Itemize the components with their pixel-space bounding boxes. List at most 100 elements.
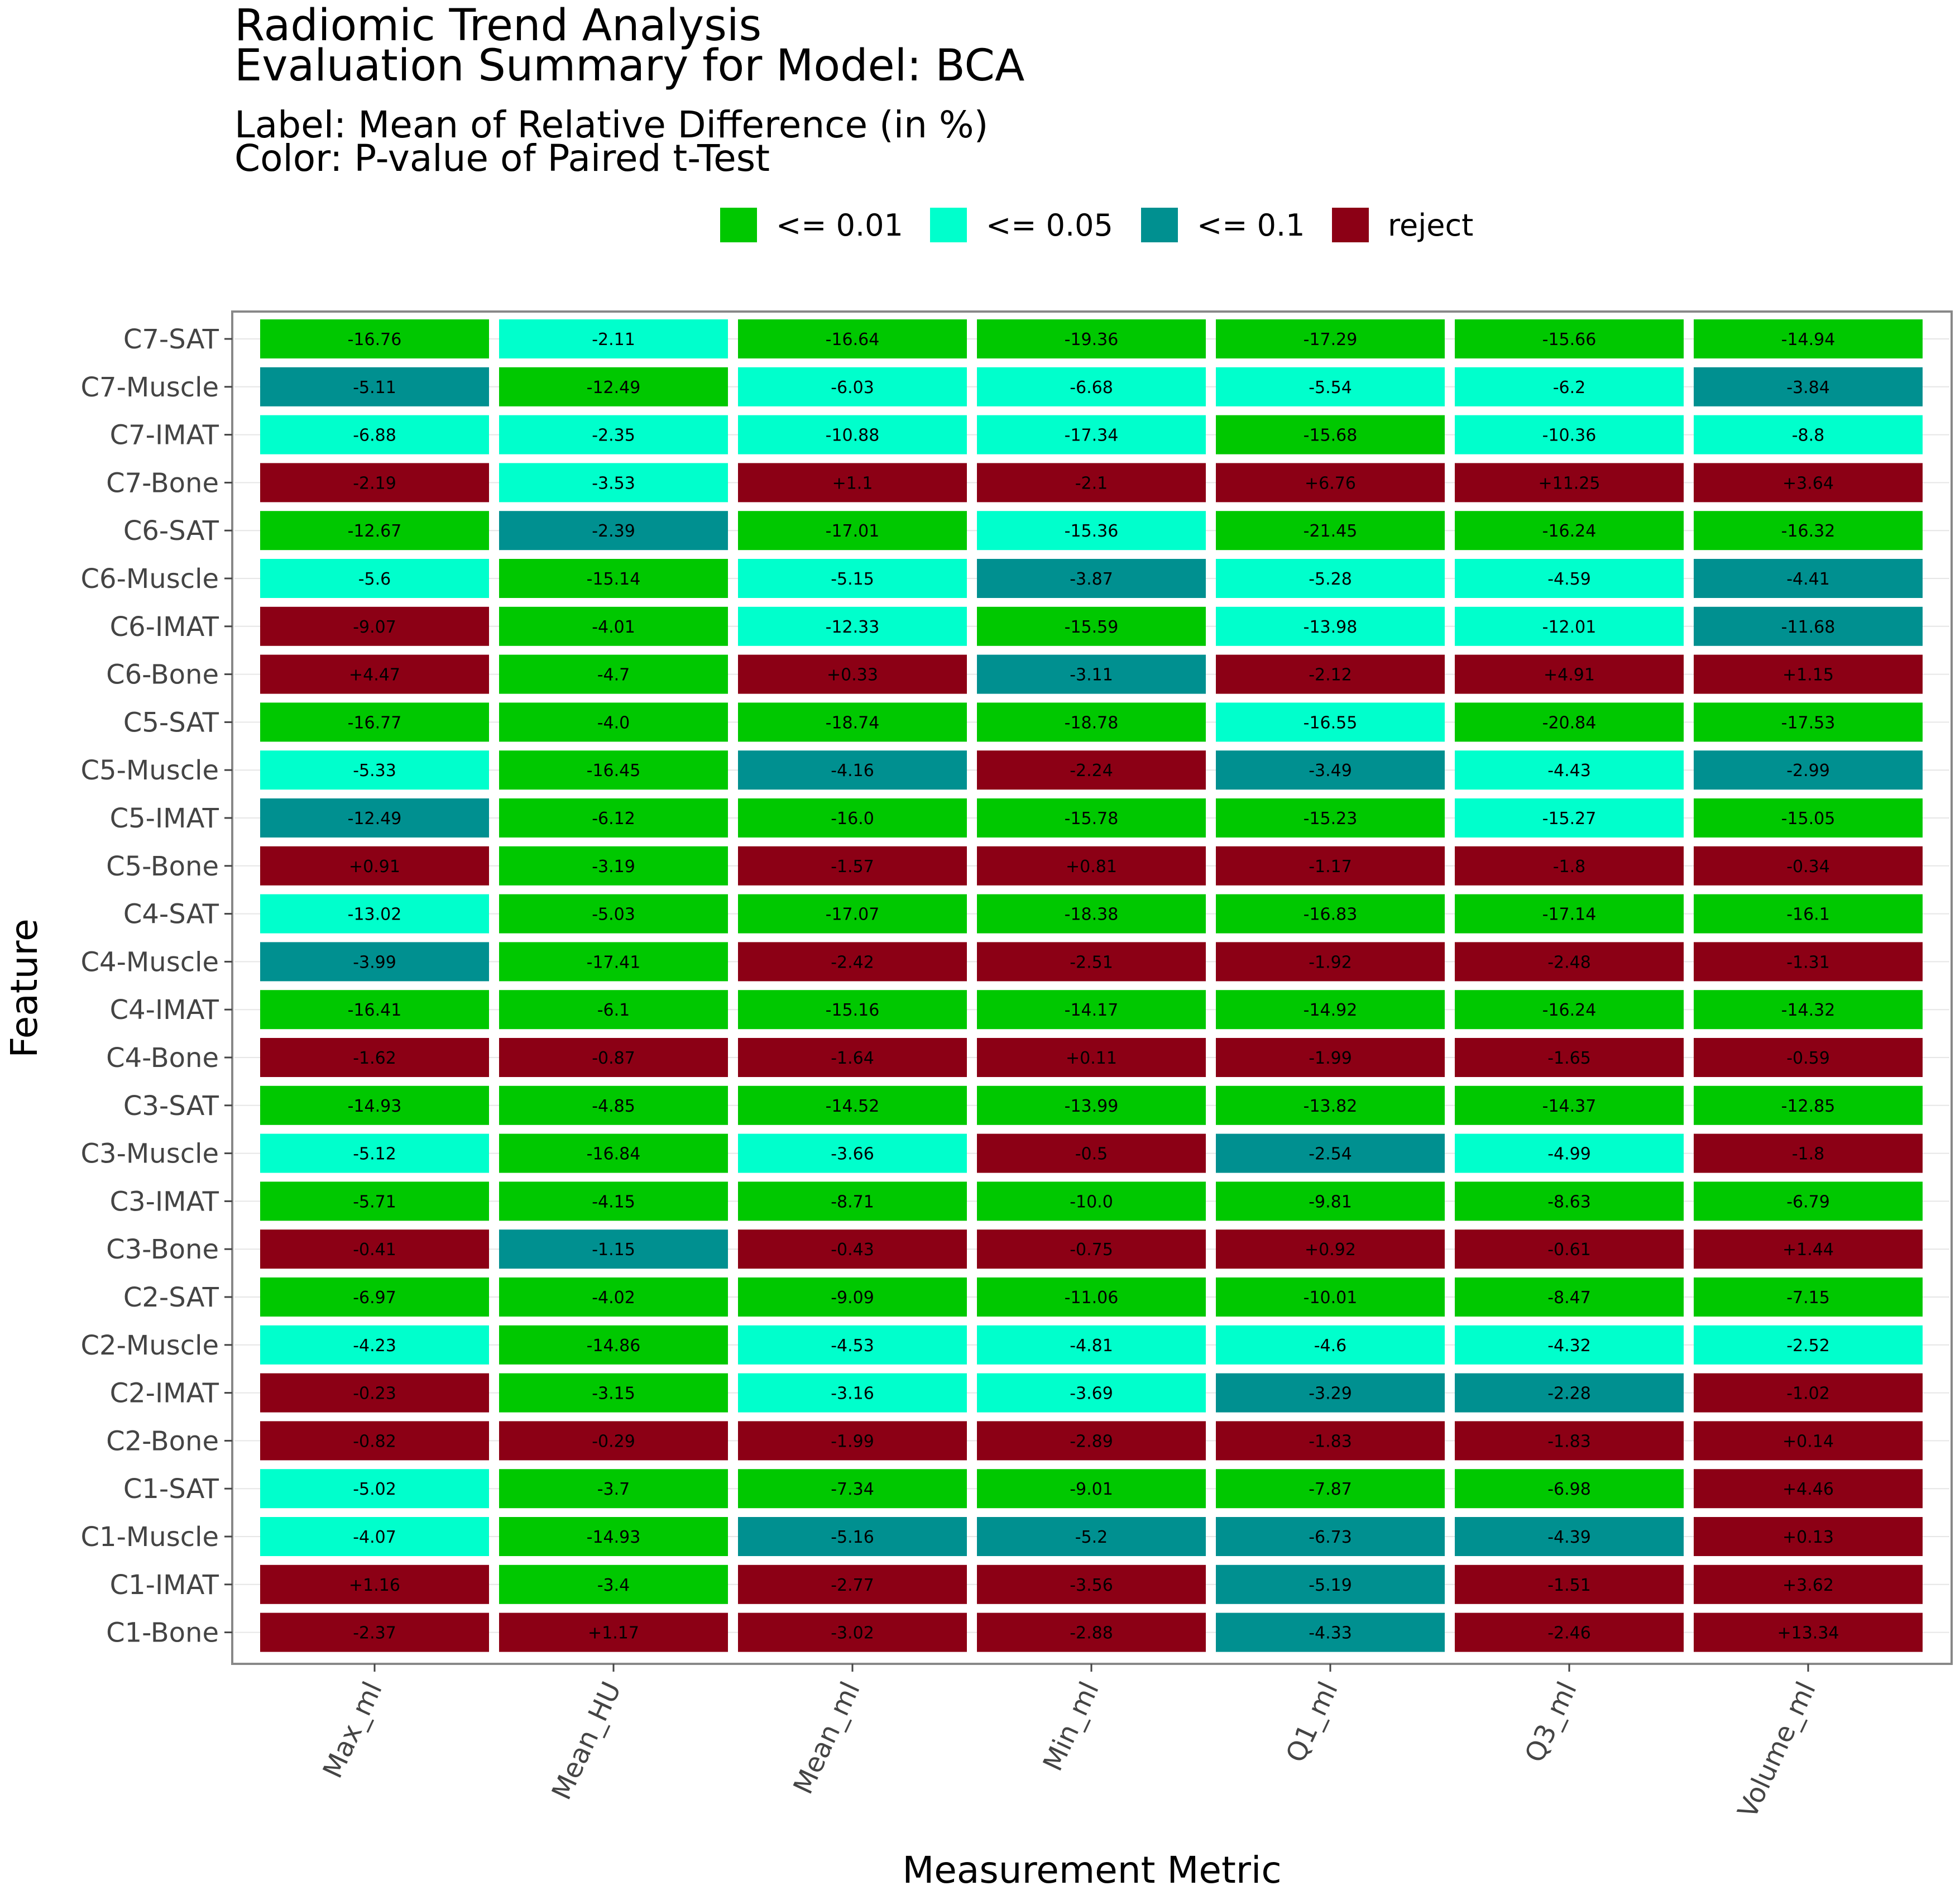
cell-value-label: -2.24 <box>1070 761 1113 781</box>
cell-value-label: -1.62 <box>353 1049 396 1068</box>
cell-value-label: -10.0 <box>1070 1192 1113 1212</box>
y-tick-label: C6-SAT <box>123 515 219 547</box>
heatmap-row: -5.12 -16.84 -3.66 -0.5 -2.54 -4.99 -1.8 <box>260 1133 1923 1173</box>
heatmap-cell <box>1216 654 1445 694</box>
cell-value-label: -0.29 <box>592 1432 635 1451</box>
cell-value-label: +4.47 <box>349 666 400 685</box>
heatmap-cell <box>738 1181 967 1221</box>
cell-value-label: +4.91 <box>1544 666 1595 685</box>
heatmap-cell <box>1216 942 1445 982</box>
heatmap-cell <box>738 1038 967 1077</box>
cell-value-label: -6.03 <box>831 378 874 398</box>
heatmap-cell <box>977 415 1206 454</box>
heatmap-cell <box>738 559 967 598</box>
heatmap-cell <box>1694 1277 1923 1317</box>
legend-label: <= 0.1 <box>1197 208 1305 243</box>
cell-value-label: -2.77 <box>831 1576 874 1595</box>
heatmap-cell <box>260 798 489 838</box>
heatmap-cell <box>499 463 728 503</box>
heatmap-cell <box>1694 1325 1923 1365</box>
legend-label: <= 0.01 <box>776 208 903 243</box>
heatmap-cell <box>1694 415 1923 454</box>
heatmap-cell <box>1216 990 1445 1030</box>
heatmap-cell <box>738 1133 967 1173</box>
cell-value-label: -4.23 <box>353 1336 396 1356</box>
cell-value-label: -12.33 <box>826 618 880 637</box>
y-tick-label: C1-Muscle <box>81 1521 219 1553</box>
cell-value-label: -2.48 <box>1547 953 1591 972</box>
heatmap-cell <box>499 990 728 1030</box>
heatmap-cell <box>260 894 489 934</box>
heatmap-cell <box>738 1229 967 1269</box>
cell-value-label: -1.8 <box>1792 1145 1825 1164</box>
cell-value-label: -5.19 <box>1309 1576 1352 1595</box>
heatmap-cell <box>499 415 728 454</box>
cell-value-label: -0.43 <box>831 1240 874 1260</box>
cell-value-label: -5.28 <box>1309 570 1352 589</box>
y-tick-label: C7-SAT <box>123 324 219 355</box>
heatmap-cell <box>499 1612 728 1652</box>
legend-item: <= 0.1 <box>1141 208 1305 243</box>
cell-value-label: -5.6 <box>358 570 391 589</box>
cell-value-label: -4.41 <box>1786 570 1830 589</box>
heatmap-row: -0.23 -3.15 -3.16 -3.69 -3.29 -2.28 -1.02 <box>260 1373 1923 1413</box>
y-tick-label: C7-Muscle <box>81 372 219 403</box>
heatmap-cell <box>260 559 489 598</box>
cell-value-label: -16.64 <box>826 330 880 350</box>
cell-value-label: -9.07 <box>353 618 396 637</box>
heatmap-cell <box>977 1181 1206 1221</box>
heatmap-cell <box>499 1325 728 1365</box>
cell-value-label: -18.74 <box>826 713 880 733</box>
cell-value-label: -0.41 <box>353 1240 396 1260</box>
cell-value-label: -5.16 <box>831 1528 874 1547</box>
cell-value-label: -14.93 <box>348 1097 402 1116</box>
cell-value-label: -13.82 <box>1304 1097 1358 1116</box>
cell-value-label: -2.19 <box>353 473 396 493</box>
heatmap-cell <box>1216 1564 1445 1604</box>
heatmap-cell <box>1694 1517 1923 1556</box>
cell-value-label: -17.07 <box>826 905 880 925</box>
cell-value-label: -16.45 <box>587 761 641 781</box>
heatmap-cell <box>977 894 1206 934</box>
cell-value-label: -3.4 <box>597 1576 630 1595</box>
x-tick-label: Mean_ml <box>787 1677 866 1798</box>
heatmap-cell <box>1694 1038 1923 1077</box>
y-tick-label: C2-SAT <box>123 1282 219 1313</box>
heatmap-cell <box>1455 415 1684 454</box>
cell-value-label: -13.98 <box>1304 618 1358 637</box>
cell-value-label: +13.34 <box>1777 1624 1839 1643</box>
cell-value-label: -15.14 <box>587 570 641 589</box>
heatmap-cell <box>1216 1421 1445 1461</box>
heatmap-cell <box>1455 1517 1684 1556</box>
cell-value-label: -6.68 <box>1070 378 1113 398</box>
cell-value-label: -4.32 <box>1547 1336 1591 1356</box>
cell-value-label: -2.52 <box>1786 1336 1830 1356</box>
heatmap-cell <box>738 1517 967 1556</box>
cell-value-label: -8.63 <box>1547 1192 1591 1212</box>
heatmap-cell <box>1216 1469 1445 1509</box>
heatmap-cell <box>1216 1038 1445 1077</box>
heatmap-cell <box>1455 1277 1684 1317</box>
heatmap-cell <box>1694 990 1923 1030</box>
cell-value-label: -5.71 <box>353 1192 396 1212</box>
heatmap-cell <box>1455 1373 1684 1413</box>
heatmap-cell <box>738 702 967 742</box>
y-tick-label: C2-Bone <box>106 1425 219 1457</box>
cell-value-label: -6.12 <box>592 809 635 829</box>
y-axis: C7-SAT C7-Muscle C7-IMAT C7-Bone C6-SAT C6-Mu… <box>81 324 232 1649</box>
heatmap-cell <box>1694 1612 1923 1652</box>
cell-value-label: -12.49 <box>348 809 402 829</box>
cell-value-label: -6.98 <box>1547 1480 1591 1499</box>
heatmap-cell <box>1455 990 1684 1030</box>
cell-value-label: -1.92 <box>1309 953 1352 972</box>
heatmap-cell <box>977 1038 1206 1077</box>
heatmap-cell <box>977 702 1206 742</box>
y-tick-label: C3-Bone <box>106 1234 219 1265</box>
cell-value-label: -6.79 <box>1786 1192 1830 1212</box>
heatmap-cell <box>499 702 728 742</box>
legend-swatch <box>1141 208 1178 242</box>
heatmap-cell <box>1216 750 1445 790</box>
heatmap-cell <box>1216 606 1445 646</box>
heatmap-cell <box>977 559 1206 598</box>
